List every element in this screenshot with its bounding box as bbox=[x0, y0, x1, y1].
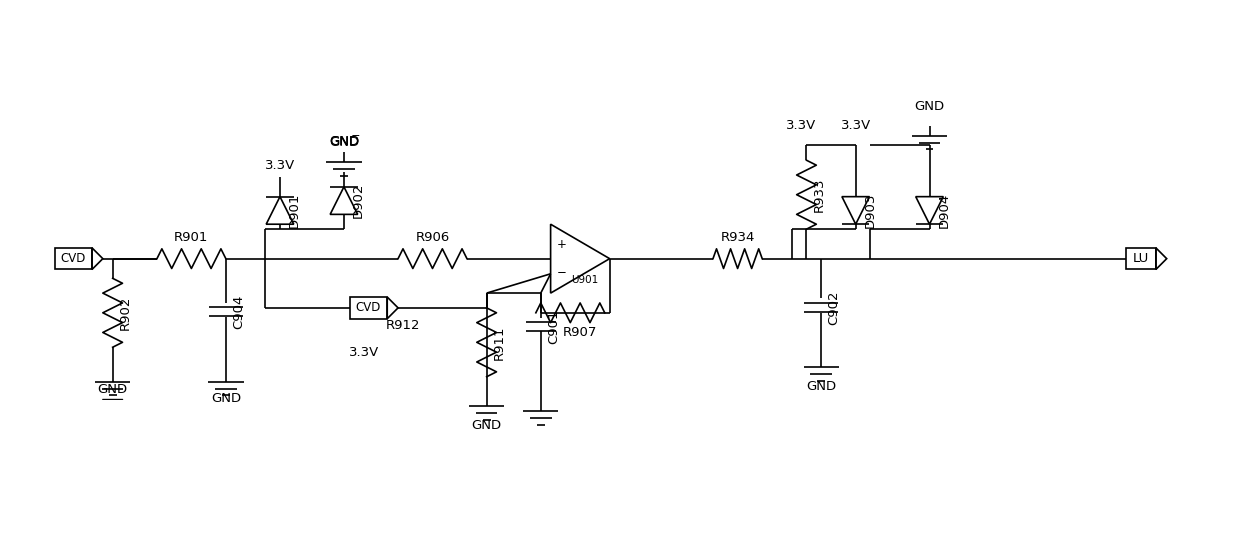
Text: GND: GND bbox=[807, 380, 836, 393]
Text: R933: R933 bbox=[813, 177, 825, 212]
Text: +: + bbox=[556, 238, 566, 251]
Text: 3.3V: 3.3V bbox=[348, 346, 379, 359]
Text: GND: GND bbox=[914, 100, 944, 113]
Text: R902: R902 bbox=[119, 295, 131, 330]
Text: LU: LU bbox=[1132, 252, 1150, 265]
Text: D902: D902 bbox=[352, 183, 366, 218]
Text: C902: C902 bbox=[828, 291, 840, 325]
Text: C904: C904 bbox=[232, 295, 245, 329]
Text: GND̅: GND̅ bbox=[328, 135, 359, 148]
Text: 3.3V: 3.3V bbox=[840, 119, 871, 132]
Text: −: − bbox=[556, 266, 566, 279]
Text: CVD: CVD bbox=[61, 252, 85, 265]
Text: GND: GND bbox=[98, 383, 128, 396]
Bar bbox=[1126, 248, 1156, 270]
Text: R907: R907 bbox=[563, 326, 597, 339]
Text: CVD: CVD bbox=[356, 301, 382, 314]
Text: R911: R911 bbox=[493, 325, 506, 360]
Text: 3.3V: 3.3V bbox=[265, 158, 295, 172]
Text: GND: GND bbox=[328, 135, 359, 148]
Bar bbox=[349, 297, 388, 318]
Text: GND: GND bbox=[211, 392, 240, 405]
Text: U901: U901 bbox=[571, 275, 598, 285]
Text: R906: R906 bbox=[415, 230, 450, 243]
Text: D903: D903 bbox=[864, 193, 877, 228]
Text: R912: R912 bbox=[385, 319, 420, 332]
Text: R901: R901 bbox=[175, 230, 208, 243]
Text: GND: GND bbox=[328, 136, 359, 149]
Bar bbox=[55, 248, 92, 270]
Text: D904: D904 bbox=[938, 193, 950, 228]
Text: D901: D901 bbox=[289, 193, 301, 228]
Text: GND: GND bbox=[472, 419, 502, 432]
Text: 3.3V: 3.3V bbox=[787, 119, 817, 132]
Text: R934: R934 bbox=[720, 230, 755, 243]
Text: C901: C901 bbox=[548, 309, 560, 344]
